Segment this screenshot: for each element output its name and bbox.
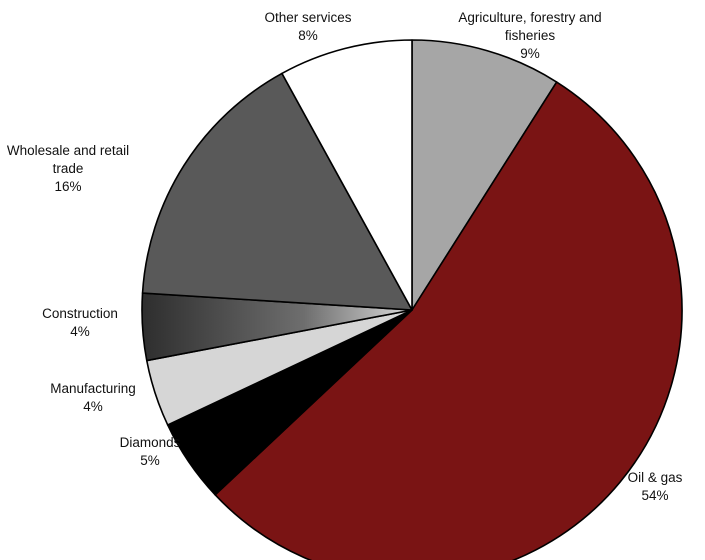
slice-label-agriculture-forestry-and-fisheries: Agriculture, forestry and fisheries 9% — [458, 10, 601, 61]
slice-oil-gas — [214, 81, 683, 560]
slice-label-diamonds: Diamonds 5% — [120, 435, 181, 468]
slice-label-construction: Construction 4% — [42, 306, 118, 339]
slice-wholesale-and-retail-trade — [141, 72, 413, 311]
pie-labels: Agriculture, forestry and fisheries 9% Oil … — [7, 10, 683, 503]
slice-agriculture-forestry-and-fisheries — [411, 39, 558, 311]
pie-slices — [141, 39, 683, 560]
slice-label-wholesale-and-retail-trade: Wholesale and retail trade 16% — [7, 143, 129, 194]
slice-label-other-services: Other services 8% — [264, 10, 351, 43]
slice-other-services — [281, 39, 413, 311]
slice-label-oil-gas: Oil & gas 54% — [628, 470, 683, 503]
slice-label-manufacturing: Manufacturing 4% — [50, 381, 136, 414]
